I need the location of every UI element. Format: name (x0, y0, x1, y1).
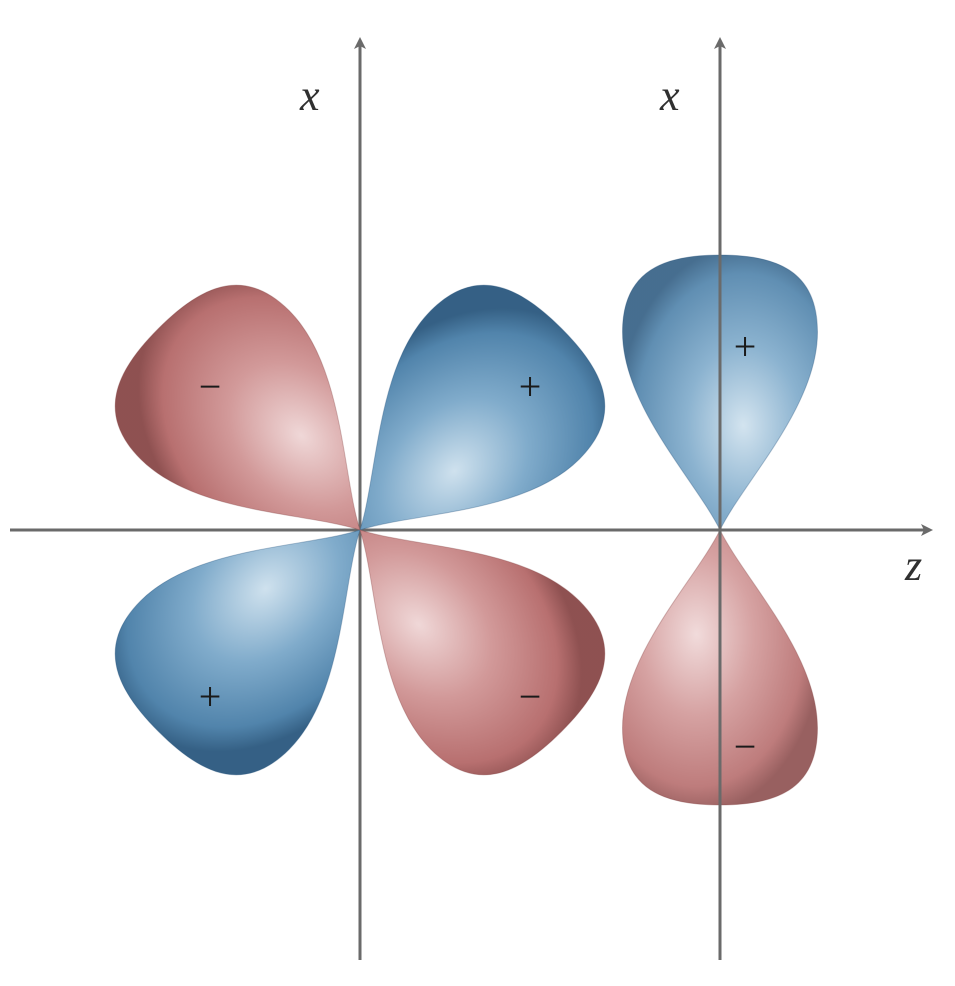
orbital-diagram: z x x + − + − + − (0, 0, 955, 986)
d-lobe-ll-sign: + (199, 674, 222, 719)
p-lobe-down-sign: − (734, 724, 757, 769)
axis-label: x (659, 71, 680, 120)
axis-label: z (904, 541, 922, 590)
d-lobe-ul-sign: − (199, 364, 222, 409)
d-lobe-ur-sign: + (519, 364, 542, 409)
d-lobe-lr-sign: − (519, 674, 542, 719)
p-lobe-up-sign: + (734, 324, 757, 369)
axis-label: x (299, 71, 320, 120)
